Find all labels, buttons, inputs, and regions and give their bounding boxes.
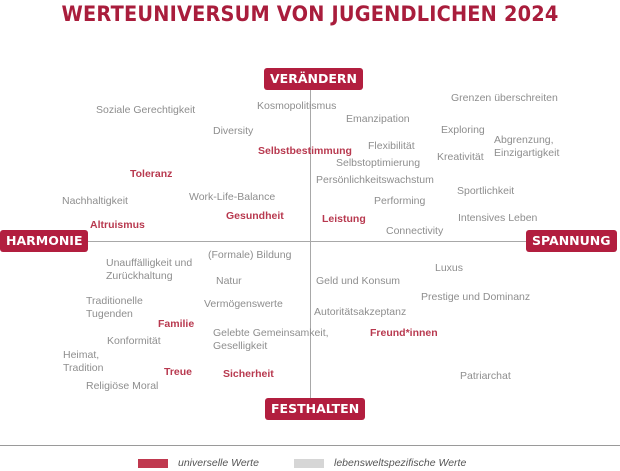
- value-label: (Formale) Bildung: [208, 249, 292, 261]
- value-label: Konformität: [107, 335, 161, 347]
- value-label: Vermögenswerte: [204, 298, 283, 310]
- value-label: Familie: [158, 318, 195, 330]
- value-label: Heimat, Tradition: [63, 349, 104, 374]
- value-label: Selbstoptimierung: [336, 157, 421, 169]
- value-label: Flexibilität: [368, 140, 415, 152]
- legend-label-specific: lebensweltspezifische Werte: [334, 457, 467, 469]
- legend-item-universal: universelle Werte: [138, 457, 259, 469]
- pole-right: SPANNUNG: [526, 230, 617, 252]
- value-label: Soziale Gerechtigkeit: [96, 104, 196, 116]
- value-label: Work-Life-Balance: [189, 191, 276, 203]
- value-label: Geld und Konsum: [316, 275, 401, 287]
- value-label: Autoritätsakzeptanz: [314, 306, 407, 318]
- legend-label-universal: universelle Werte: [178, 457, 259, 469]
- value-label: Performing: [374, 195, 426, 207]
- value-label: Traditionelle Tugenden: [86, 295, 143, 320]
- value-label: Intensives Leben: [458, 212, 538, 224]
- value-label: Religiöse Moral: [86, 380, 159, 392]
- value-label: Freund*innen: [370, 327, 438, 339]
- value-label: Sicherheit: [223, 368, 274, 380]
- value-label: Abgrenzung, Einzigartigkeit: [494, 134, 560, 159]
- value-label: Altruismus: [90, 219, 145, 231]
- value-label: Prestige und Dominanz: [421, 291, 531, 303]
- value-label: Exploring: [441, 124, 485, 136]
- value-label: Connectivity: [386, 225, 444, 237]
- value-label: Sportlichkeit: [457, 185, 515, 197]
- value-label: Unauffälligkeit und Zurückhaltung: [106, 257, 193, 282]
- value-label: Leistung: [322, 213, 366, 225]
- legend-swatch-universal: [138, 458, 168, 468]
- legend-divider: [0, 445, 620, 446]
- legend-swatch-specific: [294, 458, 324, 468]
- value-label: Gesundheit: [226, 210, 284, 222]
- legend-item-specific: lebensweltspezifische Werte: [294, 457, 466, 469]
- pole-left: HARMONIE: [0, 230, 89, 252]
- value-label: Patriarchat: [460, 370, 511, 382]
- pole-bottom: FESTHALTEN: [265, 398, 366, 420]
- horizontal-axis: [70, 241, 550, 242]
- value-label: Kosmopolitismus: [257, 100, 337, 112]
- value-label: Kreativität: [437, 151, 484, 163]
- value-label: Treue: [164, 366, 193, 378]
- vertical-axis: [310, 84, 311, 412]
- value-label: Persönlichkeitswachstum: [316, 174, 434, 186]
- value-label: Emanzipation: [346, 113, 410, 125]
- diagram-title: WERTEUNIVERSUM VON JUGENDLICHEN 2024: [61, 2, 559, 26]
- value-label: Gelebte Gemeinsamkeit, Geselligkeit: [213, 327, 329, 352]
- value-label: Selbstbestimmung: [258, 145, 352, 157]
- value-label: Toleranz: [130, 168, 173, 180]
- pole-top: VERÄNDERN: [264, 68, 363, 90]
- value-label: Luxus: [435, 262, 464, 274]
- value-label: Natur: [216, 275, 242, 287]
- value-label: Nachhaltigkeit: [62, 195, 128, 207]
- value-label: Grenzen überschreiten: [451, 92, 558, 104]
- value-label: Diversity: [213, 125, 254, 137]
